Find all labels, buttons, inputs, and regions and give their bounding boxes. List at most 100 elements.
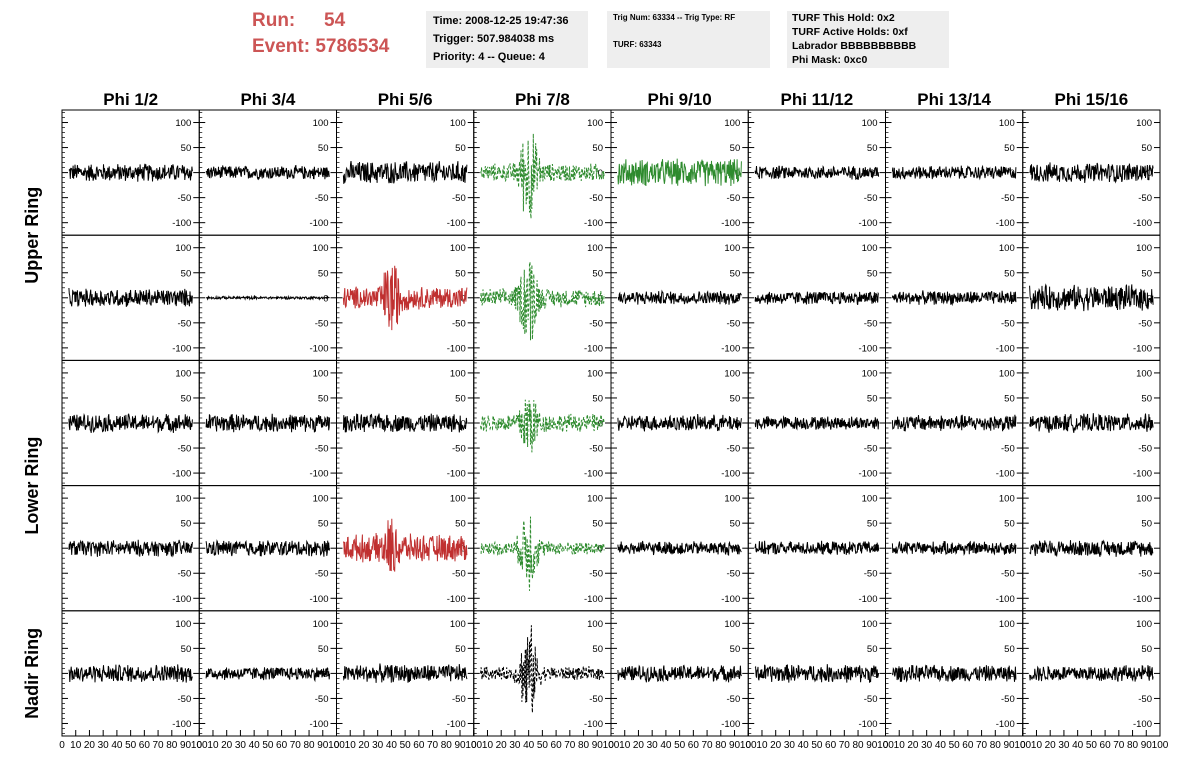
y-tick-label: -50 [1001,193,1015,204]
x-tick-label: 50 [674,740,686,751]
time-text: Time: 2008-12-25 19:47:36 [433,15,569,27]
y-tick-label: -50 [178,569,192,580]
x-tick-label: 100 [1014,740,1031,751]
y-tick-label: 100 [1136,494,1152,505]
y-tick-label: -50 [452,318,466,329]
x-tick-label: 70 [290,740,302,751]
y-tick-label: 50 [1004,519,1015,530]
waveform-trace [754,664,880,683]
x-tick-label: 60 [688,740,700,751]
trig-num-text: Trig Num: 63334 -- Trig Type: RF [613,13,736,22]
y-tick-label: -50 [1138,569,1152,580]
y-tick-label: 50 [1004,644,1015,655]
waveform-trace [342,518,468,572]
y-tick-label: 100 [724,619,740,630]
x-tick-label: 30 [235,740,247,751]
y-tick-label: 50 [455,519,466,530]
x-tick-label: 100 [191,740,208,751]
y-tick-label: 100 [313,118,329,129]
y-tick-label: -100 [858,218,877,229]
x-tick-label: 20 [1045,740,1057,751]
trigger-text: Trigger: 507.984038 ms [433,33,555,45]
y-tick-label: 100 [175,243,191,254]
y-tick-label: 0 [598,669,603,680]
y-tick-label: -100 [996,594,1015,605]
y-tick-label: -100 [172,719,191,730]
waveform-trace [1029,539,1154,558]
y-tick-label: -100 [447,469,466,480]
y-tick-label: 50 [1141,393,1152,404]
y-tick-label: -50 [727,193,741,204]
x-tick-label: 50 [262,740,274,751]
waveform-trace [754,291,880,305]
x-tick-label: 20 [496,740,508,751]
x-tick-label: 100 [1152,740,1169,751]
y-tick-label: -50 [1138,444,1152,455]
y-tick-label: -100 [584,469,603,480]
x-tick-label: 90 [454,740,466,751]
y-tick-label: 0 [1009,669,1014,680]
x-tick-label: 80 [1127,740,1139,751]
x-tick-label: 0 [1020,740,1026,751]
x-tick-label: 60 [139,740,151,751]
x-tick-label: 50 [537,740,549,751]
y-tick-label: -50 [864,318,878,329]
waveform-trace [1029,162,1154,184]
run-label: Run: [252,10,296,31]
y-tick-label: 100 [587,118,603,129]
y-tick-label: -50 [1001,318,1015,329]
waveform-trace [891,540,1017,556]
x-tick-label: 80 [166,740,178,751]
x-tick-label: 0 [608,740,614,751]
y-tick-label: 50 [181,393,192,404]
y-tick-label: -100 [309,343,328,354]
waveform-trace [480,260,605,341]
x-tick-label: 0 [471,740,477,751]
x-tick-label: 90 [866,740,878,751]
y-tick-label: 50 [455,143,466,154]
waveform-trace [480,399,605,453]
y-tick-label: -100 [1133,218,1152,229]
y-tick-label: 0 [186,168,191,179]
run-event-header: Run: 54 Event: 5786534 [252,8,422,64]
y-tick-label: 50 [1004,393,1015,404]
y-tick-label: -50 [315,193,329,204]
x-tick-label: 0 [334,740,340,751]
y-tick-label: 50 [867,393,878,404]
y-tick-label: -50 [315,569,329,580]
waveform-trace [205,413,331,433]
y-tick-label: -100 [721,218,740,229]
y-tick-label: 50 [592,143,603,154]
y-tick-label: -50 [589,444,603,455]
y-tick-label: 100 [587,368,603,379]
y-tick-label: 50 [867,143,878,154]
y-tick-label: -100 [172,469,191,480]
y-tick-label: -100 [447,218,466,229]
y-tick-label: 50 [181,644,192,655]
x-tick-label: 20 [221,740,233,751]
y-tick-label: -100 [1133,469,1152,480]
x-tick-label: 70 [153,740,165,751]
y-tick-label: -100 [309,469,328,480]
y-tick-label: 100 [862,619,878,630]
x-tick-label: 0 [883,740,889,751]
y-tick-label: -100 [996,343,1015,354]
x-tick-label: 70 [702,740,714,751]
y-tick-label: -50 [1138,193,1152,204]
x-tick-label: 70 [1113,740,1125,751]
y-tick-label: -50 [315,694,329,705]
waveform-trace [1029,283,1154,312]
y-tick-label: 100 [450,243,466,254]
x-tick-label: 80 [303,740,315,751]
x-tick-label: 10 [345,740,357,751]
column-title: Phi 7/8 [515,90,570,109]
x-tick-label: 80 [715,740,727,751]
ring-title: Lower Ring [22,437,42,535]
x-tick-label: 70 [839,740,851,751]
y-tick-label: -100 [1133,719,1152,730]
y-tick-label: 100 [587,243,603,254]
x-tick-label: 100 [328,740,345,751]
y-tick-label: 50 [318,268,329,279]
y-tick-label: -100 [309,719,328,730]
x-tick-label: 30 [647,740,659,751]
